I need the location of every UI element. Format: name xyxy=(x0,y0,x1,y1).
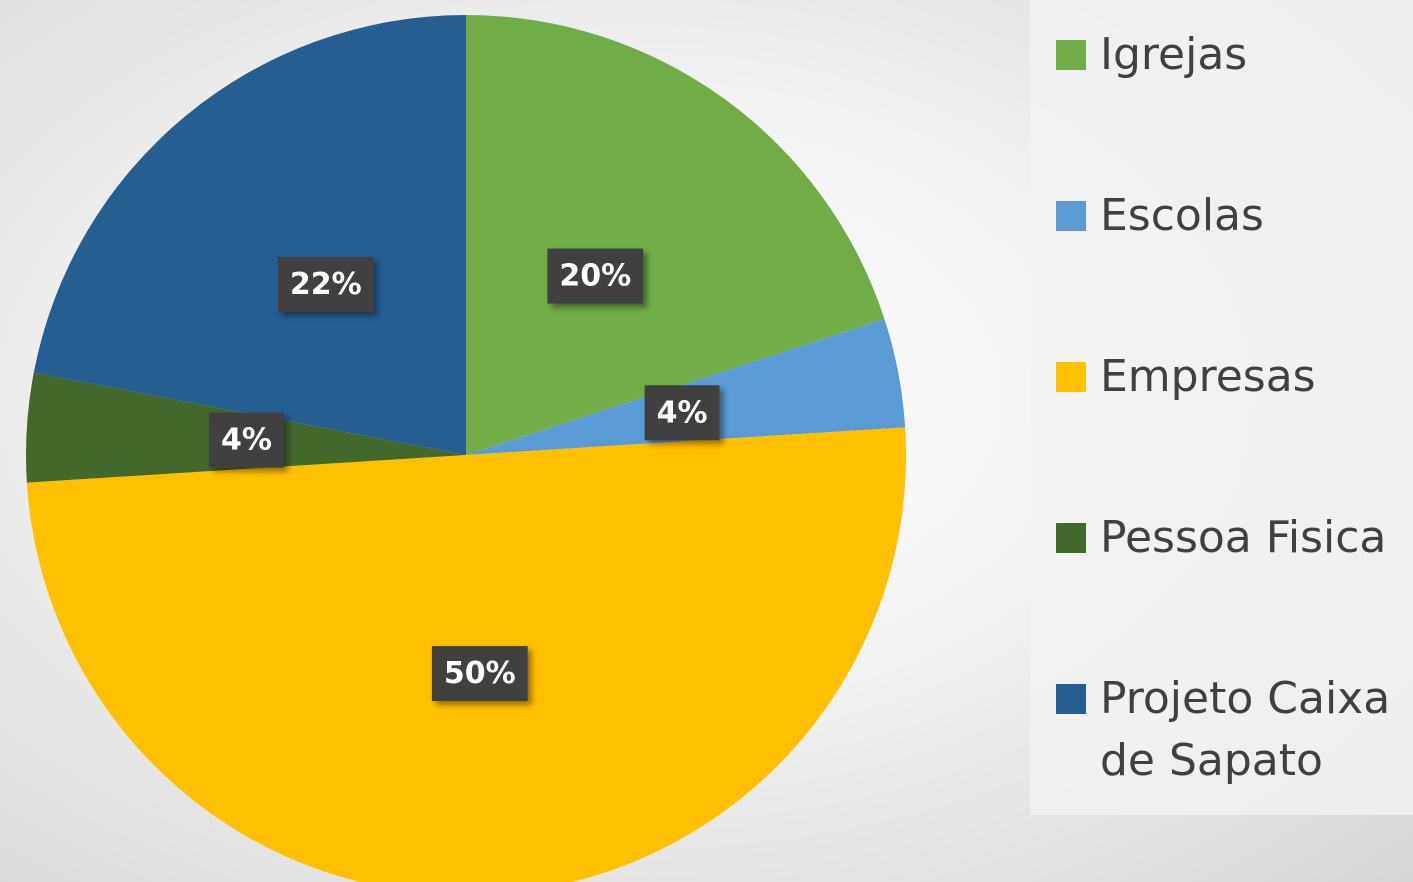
legend-swatch xyxy=(1056,684,1086,714)
legend-swatch xyxy=(1056,362,1086,392)
data-label: 4% xyxy=(644,385,720,441)
data-label-text: 22% xyxy=(290,267,362,302)
legend-entry: Empresas xyxy=(1056,346,1396,408)
legend-swatch xyxy=(1056,201,1086,231)
data-label-box xyxy=(277,256,374,312)
data-label-box xyxy=(431,646,528,702)
data-label-text: 20% xyxy=(559,259,631,294)
data-label: 4% xyxy=(208,412,284,468)
pie-slice xyxy=(466,15,885,455)
data-label-box xyxy=(547,248,644,304)
legend-label: Igrejas xyxy=(1100,29,1248,80)
legend-entry: Projeto Caixa de Sapato xyxy=(1056,668,1396,792)
data-label-text: 4% xyxy=(221,423,272,458)
legend-swatch xyxy=(1056,40,1086,70)
pie-slice xyxy=(33,15,466,455)
legend-label: Escolas xyxy=(1100,190,1264,241)
legend: Igrejas Escolas Empresas Pessoa Fisica Proje… xyxy=(1030,0,1413,815)
data-label-box xyxy=(644,385,720,441)
data-label: 22% xyxy=(277,256,374,312)
legend-label: Projeto Caixa de Sapato xyxy=(1100,673,1391,786)
data-label: 20% xyxy=(547,248,644,304)
legend-label: Pessoa Fisica xyxy=(1100,512,1387,563)
legend-entry: Pessoa Fisica xyxy=(1056,507,1396,569)
data-label-text: 50% xyxy=(444,656,516,691)
legend-label: Empresas xyxy=(1100,351,1316,402)
legend-entry: Escolas xyxy=(1056,185,1396,247)
legend-swatch xyxy=(1056,523,1086,553)
data-label-text: 4% xyxy=(657,395,708,430)
data-label-box xyxy=(208,412,284,468)
data-label: 50% xyxy=(431,646,528,702)
legend-entry: Igrejas xyxy=(1056,24,1396,86)
